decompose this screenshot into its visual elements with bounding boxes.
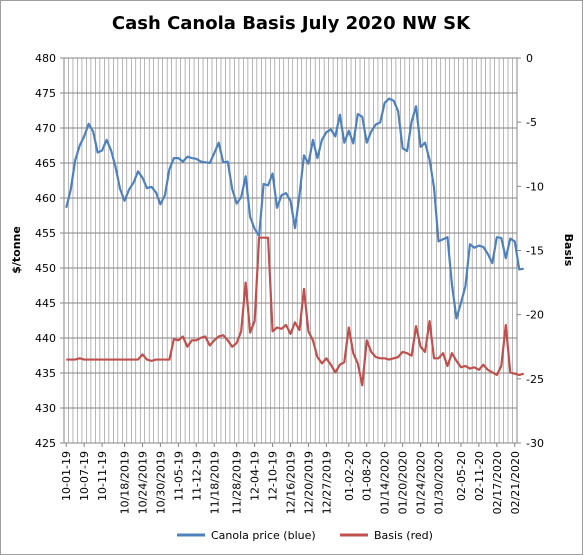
x-tick-label: 10-07-19 xyxy=(78,451,91,501)
x-tick-label: 02/21/2020 xyxy=(509,451,522,514)
x-tick-label: 11/28/2019 xyxy=(231,451,244,514)
legend: Canola price (blue) Basis (red) xyxy=(177,529,433,542)
right-tick-label: -25 xyxy=(526,373,544,386)
left-tick-label: 470 xyxy=(35,122,56,135)
x-tick-label: 10-01-19 xyxy=(60,451,73,501)
left-axis-ticks: 425 430 435 440 445 450 455 460 465 470 475 480 xyxy=(35,52,64,450)
x-tick-label: 10/24/2019 xyxy=(136,451,149,514)
x-tick-label: 02/17/2020 xyxy=(491,451,504,514)
right-tick-label: -20 xyxy=(526,309,544,322)
x-tick-label: 10-11-19 xyxy=(96,451,109,501)
legend-label-basis: Basis (red) xyxy=(374,529,433,542)
x-tick-label: 12/16/2019 xyxy=(285,451,298,514)
x-tick-label: 11/18/2019 xyxy=(208,451,221,514)
x-tick-label: 12/27/2019 xyxy=(320,451,333,514)
x-tick-label: 12-10-19 xyxy=(267,451,280,501)
x-tick-label: 01-02-20 xyxy=(343,451,356,501)
x-tick-label: 01/14/2020 xyxy=(379,451,392,514)
x-tick-label: 02-11-20 xyxy=(473,451,486,501)
x-tick-label: 01/24/2020 xyxy=(415,451,428,514)
left-tick-label: 450 xyxy=(35,262,56,275)
x-tick-label: 11-12-19 xyxy=(190,451,203,501)
left-tick-label: 425 xyxy=(35,437,56,450)
right-axis-title: Basis xyxy=(562,234,575,267)
right-axis-ticks: -30 -25 -20 -15 -10 -5 0 xyxy=(517,52,544,450)
x-tick-label: 01-08-20 xyxy=(361,451,374,501)
x-tick-label: 01/30/2020 xyxy=(433,451,446,514)
right-tick-label: -10 xyxy=(526,180,544,193)
left-tick-label: 445 xyxy=(35,297,56,310)
series-layer xyxy=(65,97,525,387)
x-tick-label: 12-04-19 xyxy=(249,451,262,501)
right-tick-label: -5 xyxy=(526,116,537,129)
right-tick-label: 0 xyxy=(526,52,533,65)
x-tick-label: 02-05-20 xyxy=(455,451,468,501)
x-tick-label: 11-05-19 xyxy=(172,451,185,501)
x-tick-label: 12/20/2019 xyxy=(302,451,315,514)
left-tick-label: 465 xyxy=(35,157,56,170)
left-tick-label: 480 xyxy=(35,52,56,65)
legend-label-canola: Canola price (blue) xyxy=(211,529,316,542)
left-tick-label: 440 xyxy=(35,332,56,345)
x-tick-label: 10/30/2019 xyxy=(154,451,167,514)
left-tick-label: 455 xyxy=(35,227,56,240)
left-axis-title: $/tonne xyxy=(10,226,23,274)
x-axis-ticks: 10-01-19 10-07-19 10-11-19 10/18/2019 10/24/… xyxy=(60,443,522,514)
right-tick-label: -15 xyxy=(526,245,544,258)
chart-title: Cash Canola Basis July 2020 NW SK xyxy=(112,13,471,34)
left-tick-label: 475 xyxy=(35,87,56,100)
x-tick-label: 10/18/2019 xyxy=(119,451,132,514)
left-tick-label: 430 xyxy=(35,402,56,415)
x-tick-label: 01/20/2020 xyxy=(397,451,410,514)
right-tick-label: -30 xyxy=(526,437,544,450)
canola-price-line xyxy=(65,97,524,320)
left-tick-label: 460 xyxy=(35,192,56,205)
left-tick-label: 435 xyxy=(35,367,56,380)
basis-line xyxy=(66,236,525,387)
